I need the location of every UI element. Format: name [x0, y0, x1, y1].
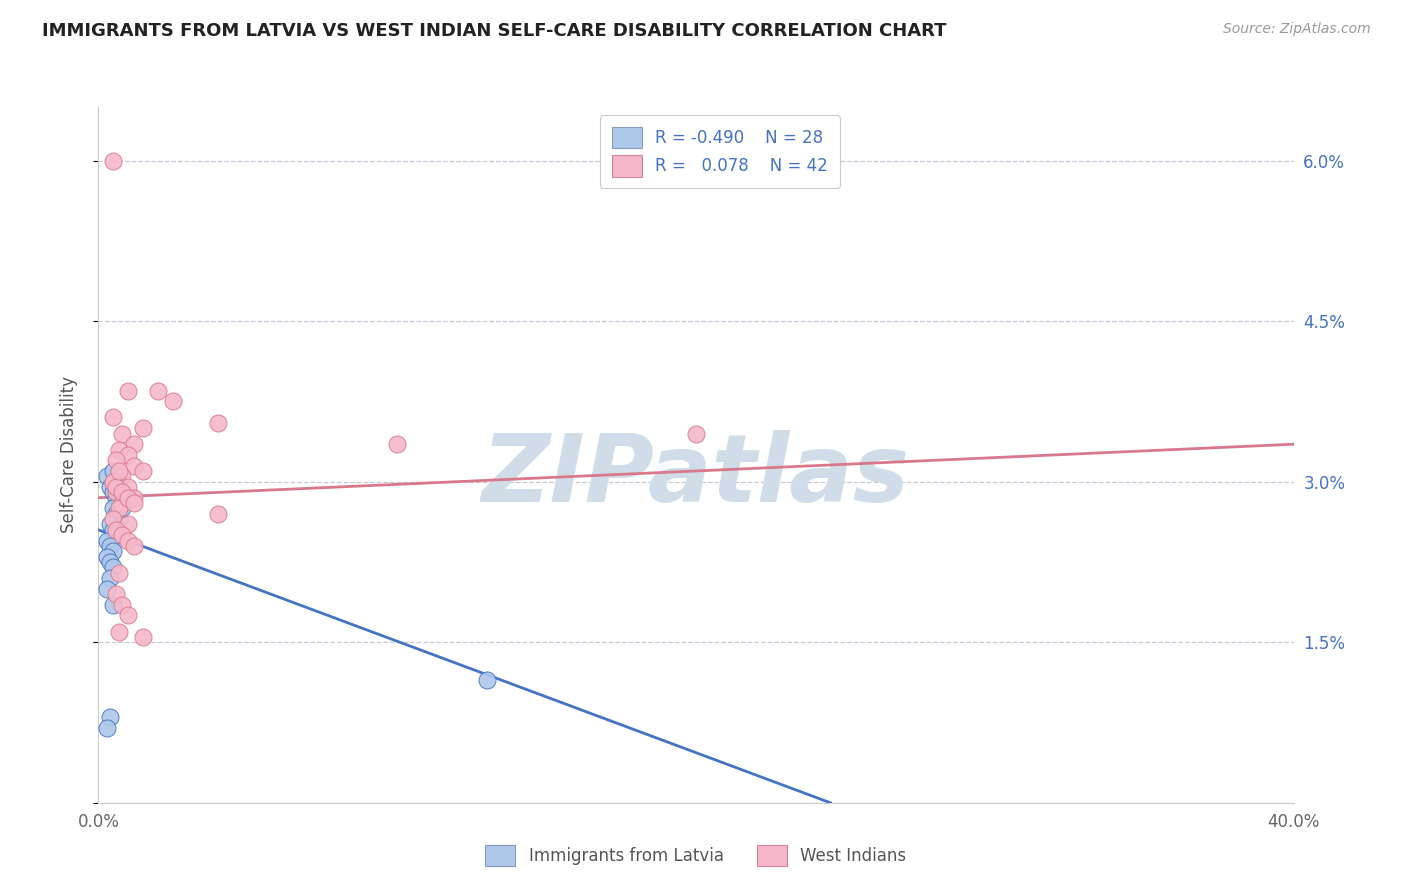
Point: [100, 539, 122, 553]
Point: [124, 437, 146, 451]
Point: [108, 480, 131, 494]
Legend: Immigrants from Latvia, West Indians: Immigrants from Latvia, West Indians: [474, 833, 918, 878]
Point: [132, 421, 155, 435]
Point: [475, 673, 498, 687]
Point: [207, 507, 229, 521]
Point: [108, 624, 131, 639]
Point: [117, 533, 139, 548]
Point: [96, 721, 118, 735]
Point: [124, 539, 146, 553]
Point: [108, 496, 131, 510]
Point: [105, 485, 128, 500]
Point: [124, 458, 146, 473]
Point: [132, 464, 155, 478]
Point: [105, 491, 128, 505]
Point: [207, 416, 229, 430]
Point: [103, 410, 125, 425]
Point: [105, 475, 128, 489]
Point: [117, 491, 139, 505]
Point: [100, 480, 122, 494]
Point: [132, 630, 155, 644]
Point: [96, 582, 118, 596]
Point: [111, 496, 134, 510]
Y-axis label: Self-Care Disability: Self-Care Disability: [59, 376, 77, 533]
Point: [96, 533, 118, 548]
Point: [108, 501, 131, 516]
Point: [111, 598, 134, 612]
Point: [100, 517, 122, 532]
Point: [103, 598, 125, 612]
Point: [108, 512, 131, 526]
Point: [103, 523, 125, 537]
Point: [124, 491, 146, 505]
Point: [100, 571, 122, 585]
Point: [96, 549, 118, 564]
Point: [108, 442, 131, 457]
Point: [108, 566, 131, 580]
Point: [103, 485, 125, 500]
Text: Source: ZipAtlas.com: Source: ZipAtlas.com: [1223, 22, 1371, 37]
Point: [105, 523, 128, 537]
Point: [111, 501, 134, 516]
Point: [111, 485, 134, 500]
Point: [124, 496, 146, 510]
Point: [111, 485, 134, 500]
Point: [117, 608, 139, 623]
Point: [103, 512, 125, 526]
Point: [162, 394, 184, 409]
Point: [103, 475, 125, 489]
Point: [117, 384, 139, 398]
Point: [103, 153, 125, 168]
Point: [105, 528, 128, 542]
Point: [117, 480, 139, 494]
Text: IMMIGRANTS FROM LATVIA VS WEST INDIAN SELF-CARE DISABILITY CORRELATION CHART: IMMIGRANTS FROM LATVIA VS WEST INDIAN SE…: [42, 22, 946, 40]
Point: [111, 469, 134, 483]
Point: [96, 469, 118, 483]
Point: [103, 560, 125, 574]
Point: [111, 426, 134, 441]
Point: [111, 528, 134, 542]
Point: [108, 464, 131, 478]
Point: [148, 384, 170, 398]
Point: [105, 453, 128, 467]
Point: [105, 480, 128, 494]
Point: [100, 710, 122, 724]
Point: [103, 464, 125, 478]
Point: [685, 426, 707, 441]
Point: [100, 555, 122, 569]
Point: [105, 587, 128, 601]
Point: [117, 517, 139, 532]
Point: [385, 437, 409, 451]
Point: [117, 448, 139, 462]
Point: [103, 475, 125, 489]
Point: [103, 501, 125, 516]
Text: ZIPatlas: ZIPatlas: [482, 430, 910, 522]
Point: [105, 507, 128, 521]
Point: [103, 544, 125, 558]
